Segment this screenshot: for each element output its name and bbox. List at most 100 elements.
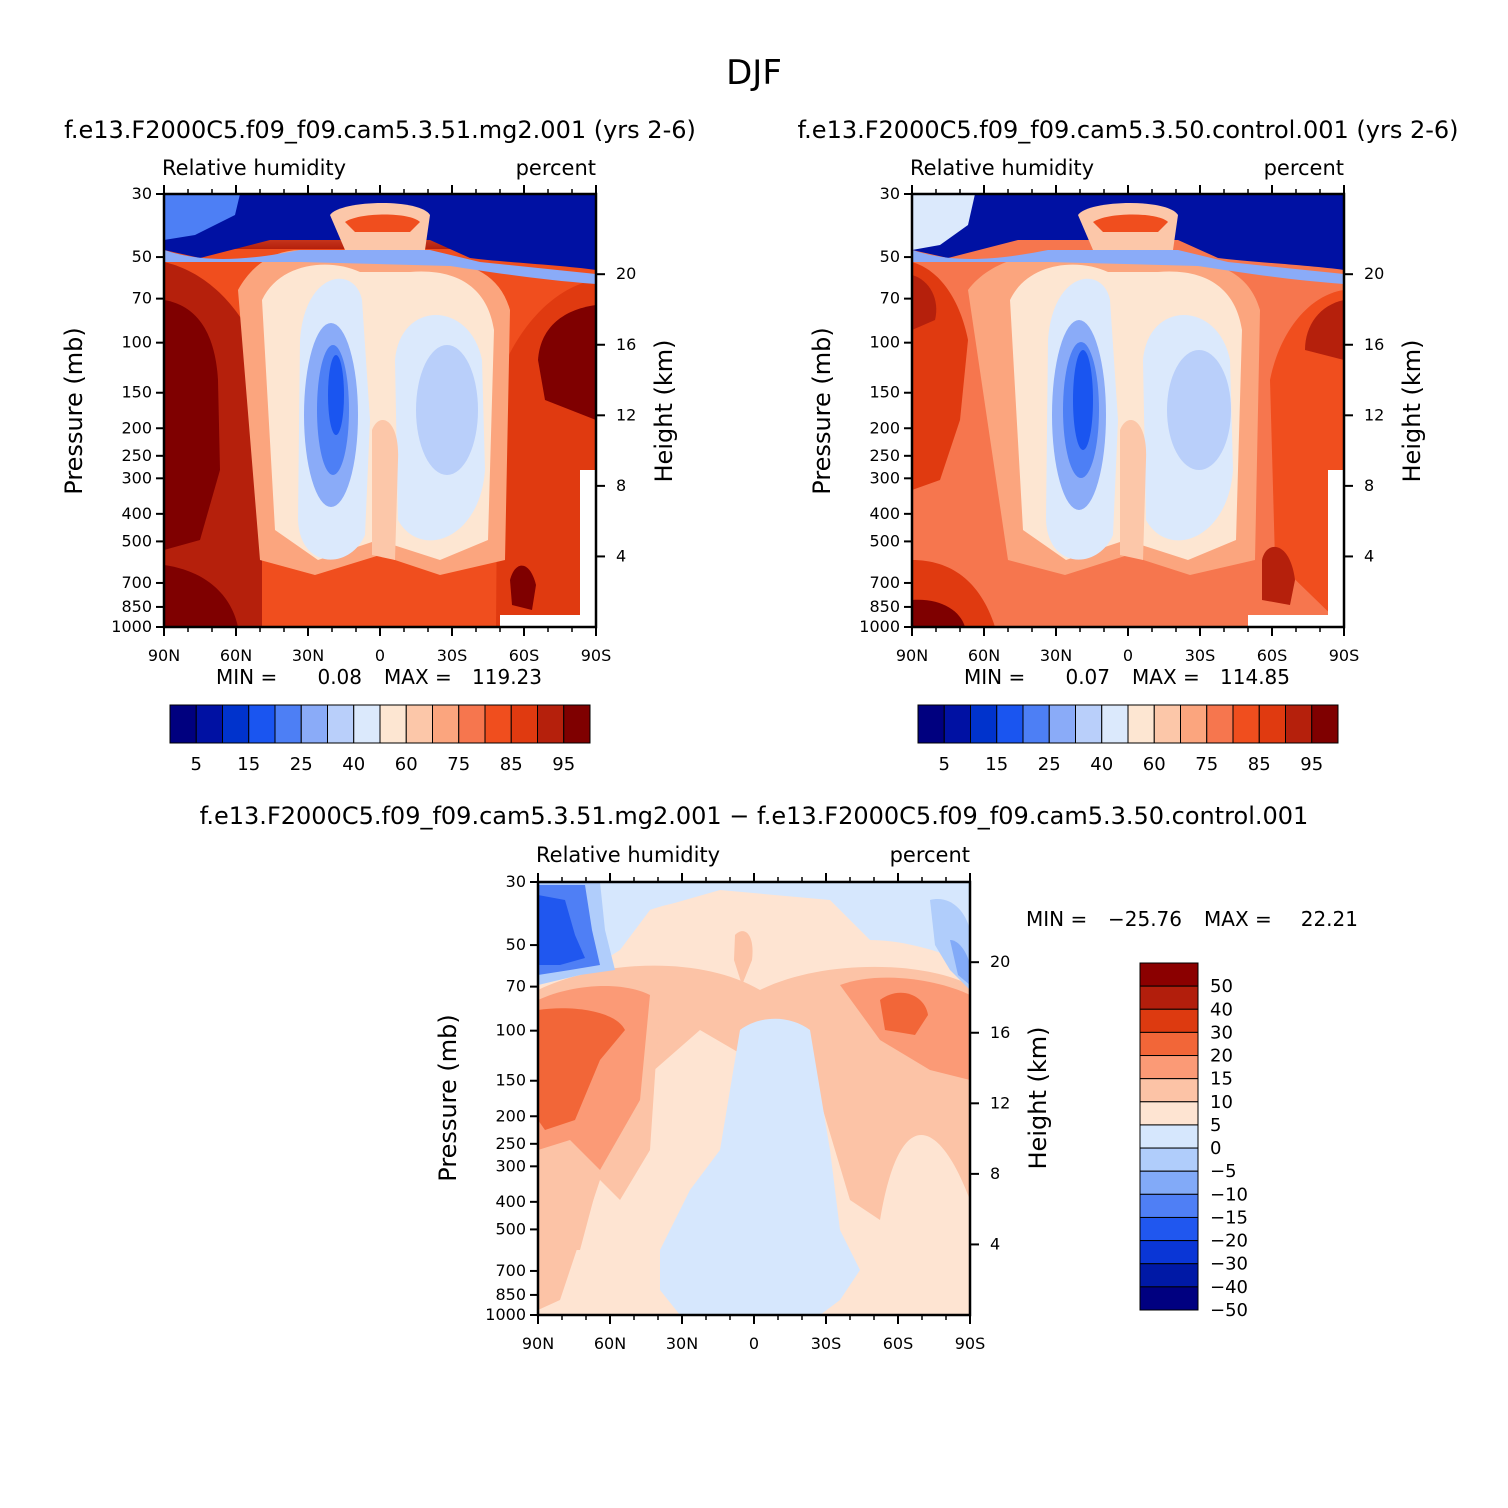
panel-a-height-tick-label: 4 [616, 546, 626, 565]
panel-a-height-tick-label: 16 [616, 335, 636, 354]
panel-c-colorbar-label: 10 [1210, 1092, 1233, 1113]
panel-a-min-label: MIN = [216, 665, 277, 689]
panel-a-max-label: MAX = [384, 665, 452, 689]
panel-b-height-tick-label: 20 [1364, 264, 1384, 283]
panel-a: f.e13.F2000C5.f09_f09.cam5.3.51.mg2.001 … [60, 116, 696, 775]
panel-c-x-tick-label: 60S [883, 1334, 914, 1353]
panel-c-y-tick-label: 400 [495, 1192, 526, 1211]
panel-b-colorbar-swatch [1022, 704, 1050, 744]
panel-c-y-tick-label: 500 [495, 1219, 526, 1238]
panel-a-fill-strat-dry-edge [164, 250, 596, 284]
panel-c-height-tick-label: 8 [990, 1164, 1000, 1183]
panel-c-colorbar-label: 30 [1210, 1022, 1233, 1043]
panel-c-y-tick-label: 30 [506, 872, 526, 891]
panel-c-x-tick-label: 30S [811, 1334, 842, 1353]
panel-b-height-tick-label: 4 [1364, 546, 1374, 565]
panel-c-colorbar-label: −20 [1210, 1231, 1248, 1252]
panel-c-colorbar-swatch [1139, 1263, 1199, 1288]
panel-b-mask-terrain [1248, 615, 1344, 627]
panel-b-colorbar-swatch [1258, 704, 1286, 744]
panel-c-title: f.e13.F2000C5.f09_f09.cam5.3.51.mg2.001 … [200, 802, 1309, 830]
panel-b-height-tick-label: 16 [1364, 335, 1384, 354]
panel-b-y-axis-label: Pressure (mb) [808, 327, 836, 494]
panel-b-fill-tropic-moist [1120, 420, 1147, 560]
panel-c-colorbar-label: −15 [1210, 1207, 1248, 1228]
panel-c-colorbar-swatch [1139, 985, 1199, 1010]
panel-c-max-value: 22.21 [1301, 907, 1358, 931]
panel-a-fill-dry-core-nh-center [328, 355, 344, 435]
panel-c-fill-sh-warm-core [880, 992, 928, 1035]
panel-b-colorbar-label: 15 [985, 754, 1008, 775]
panel-c-contour-field [538, 882, 970, 1315]
panel-c-y-tick-label: 850 [495, 1285, 526, 1304]
panel-a-colorbar-swatch [274, 704, 302, 744]
panel-b-colorbar-swatch [1048, 704, 1076, 744]
panel-b-height-tick-label: 8 [1364, 476, 1374, 495]
panel-c-y-tick-label: 100 [495, 1021, 526, 1040]
panel-a-height-tick-label: 20 [616, 264, 636, 283]
panel-b-x-tick-label: 90S [1329, 646, 1360, 665]
panel-b: f.e13.F2000C5.f09_f09.cam5.3.50.control.… [797, 116, 1458, 775]
panel-b-colorbar-swatch [1206, 704, 1234, 744]
panel-c-fill-nh-strat-dry-core [538, 895, 585, 965]
panel-b-colorbar-swatch [1232, 704, 1260, 744]
panel-c-y-tick-label: 250 [495, 1134, 526, 1153]
panel-b-fill-polar-moist [912, 194, 975, 250]
panel-b-title: f.e13.F2000C5.f09_f09.cam5.3.50.control.… [797, 116, 1458, 144]
panel-b-y-tick-label: 50 [880, 247, 900, 266]
panel-c-colorbar-label: 15 [1210, 1069, 1233, 1090]
panel-a-fill-nh-surface [164, 565, 238, 627]
panel-c-colorbar-swatch [1139, 1170, 1199, 1195]
panel-c-height-ticks: 20 16 12 8 4 [970, 952, 1010, 1253]
panel-a-y-tick-label: 250 [121, 446, 152, 465]
panel-a-colorbar-label: 15 [237, 754, 260, 775]
panel-a-y-tick-label: 700 [121, 573, 152, 592]
panel-a-x-tick-label: 60S [509, 646, 540, 665]
panel-c-y-tick-label: 700 [495, 1261, 526, 1280]
panel-c-colorbar-swatch [1139, 1101, 1199, 1126]
panel-c: f.e13.F2000C5.f09_f09.cam5.3.51.mg2.001 … [200, 802, 1358, 1353]
panel-a-colorbar-swatch [563, 704, 591, 744]
panel-b-x-tick-label: 60N [968, 646, 1000, 665]
panel-a-x-tick-label: 30S [437, 646, 468, 665]
panel-b-x-ticks: 90N 60N 30N 0 30S 60S 90S [896, 185, 1359, 665]
panel-a-y-axis-label: Pressure (mb) [60, 327, 88, 494]
panel-b-fill-nh-surface-core [912, 599, 965, 627]
panel-c-min-value: −25.76 [1108, 907, 1182, 931]
panel-a-height-ticks: 20 16 12 8 4 [596, 264, 636, 565]
panel-b-fill-dry-core-sh [1167, 350, 1231, 470]
panel-c-colorbar-label: −30 [1210, 1254, 1248, 1275]
panel-a-y-tick-label: 400 [121, 504, 152, 523]
panel-b-y-tick-label: 100 [869, 333, 900, 352]
panel-a-max-value: 119.23 [472, 665, 542, 689]
panel-b-y-tick-label: 150 [869, 383, 900, 402]
panel-b-max-value: 114.85 [1220, 665, 1290, 689]
panel-a-left-subtitle: Relative humidity [162, 156, 346, 180]
panel-a-colorbar-label: 95 [552, 754, 575, 775]
panel-a-min-value: 0.08 [317, 665, 362, 689]
panel-a-y-tick-label: 500 [121, 531, 152, 550]
panel-b-y-tick-label: 30 [880, 184, 900, 203]
panel-a-colorbar-label: 5 [191, 754, 202, 775]
panel-c-colorbar-label: −40 [1210, 1277, 1248, 1298]
panel-b-y-tick-label: 250 [869, 446, 900, 465]
panel-b-y-tick-label: 200 [869, 418, 900, 437]
panel-c-x-ticks: 90N 60N 30N 0 30S 60S 90S [522, 873, 985, 1353]
panel-a-x-ticks: 90N 60N 30N 0 30S 60S 90S [148, 185, 611, 665]
panel-b-fill-sh-cell [1262, 546, 1295, 605]
panel-a-fill-sh-cell [510, 565, 536, 610]
panel-c-x-tick-label: 60N [594, 1334, 626, 1353]
panel-b-x-tick-label: 0 [1123, 646, 1133, 665]
panel-c-fill-tropic-dry [660, 1018, 860, 1315]
panel-a-height-tick-label: 12 [616, 405, 636, 424]
panel-c-height-tick-label: 16 [990, 1023, 1010, 1042]
panel-a-fill-tropic-moist [372, 420, 399, 560]
panel-a-x-tick-label: 60N [220, 646, 252, 665]
panel-b-colorbar-swatch [943, 704, 971, 744]
panel-b-y-tick-label: 300 [869, 468, 900, 487]
panel-a-fill-sh-saturated [538, 305, 596, 420]
